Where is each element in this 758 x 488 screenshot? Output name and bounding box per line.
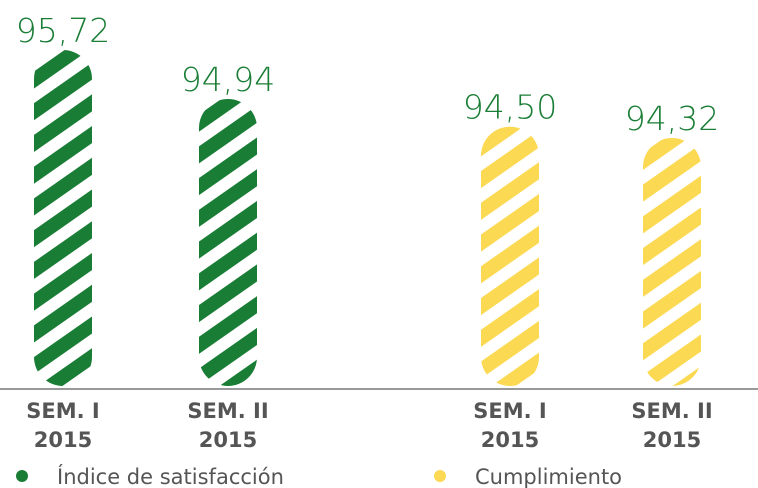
- x-tick-label: SEM. I: [473, 399, 546, 423]
- x-tick-label: SEM. I: [26, 399, 99, 423]
- x-tick-label: 2015: [199, 428, 257, 452]
- x-tick-label: 2015: [34, 428, 92, 452]
- x-tick-label: SEM. II: [187, 399, 268, 423]
- data-label: 94,50: [463, 88, 557, 127]
- legend-marker: [434, 470, 446, 482]
- legend-marker: [16, 470, 28, 482]
- x-tick-label: SEM. II: [631, 399, 712, 423]
- legend-label: Índice de satisfacción: [57, 464, 284, 488]
- x-tick-label: 2015: [481, 428, 539, 452]
- data-label: 94,32: [625, 99, 719, 138]
- legend-label: Cumplimiento: [475, 465, 622, 488]
- bar: [34, 50, 92, 386]
- x-tick-label: 2015: [643, 428, 701, 452]
- bar: [643, 138, 701, 386]
- bar: [481, 126, 539, 386]
- bar: [199, 99, 257, 387]
- data-label: 95,72: [16, 11, 110, 50]
- data-label: 94,94: [181, 60, 275, 99]
